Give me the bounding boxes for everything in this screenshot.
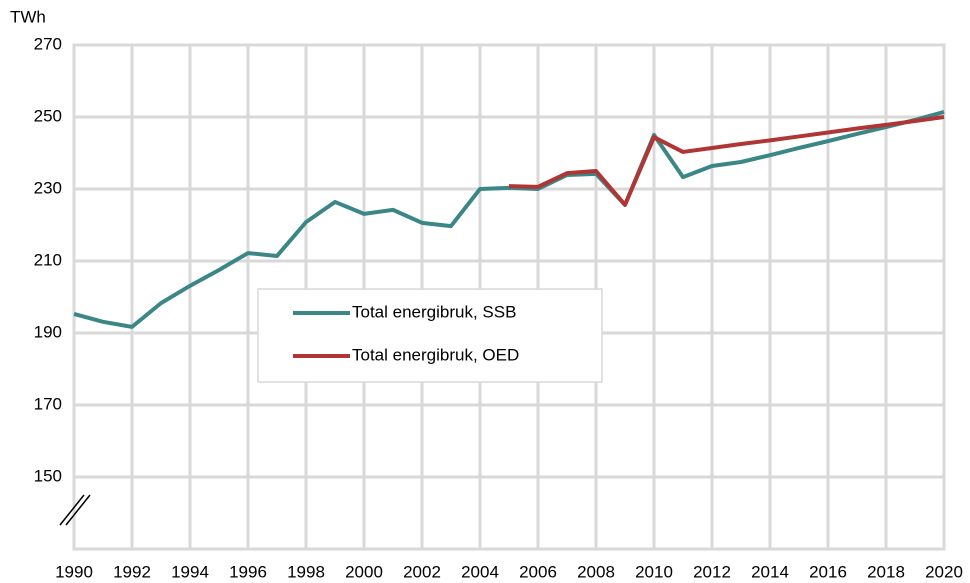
legend-label: Total energibruk, OED xyxy=(352,345,519,364)
x-tick-label: 2006 xyxy=(519,562,557,581)
x-tick-label: 1998 xyxy=(287,562,325,581)
legend-label: Total energibruk, SSB xyxy=(352,302,516,321)
y-tick-label: 250 xyxy=(34,106,62,125)
x-tick-label: 2010 xyxy=(635,562,673,581)
x-tick-label: 2018 xyxy=(867,562,905,581)
legend-entries: Total energibruk, SSB Total energibruk, O… xyxy=(293,302,519,364)
x-tick-label: 1990 xyxy=(55,562,93,581)
y-tick-label: 190 xyxy=(34,322,62,341)
lines xyxy=(73,110,945,329)
y-tick-label: 210 xyxy=(34,250,62,269)
legend xyxy=(257,288,603,383)
x-tick-label: 1996 xyxy=(229,562,267,581)
axis-break xyxy=(59,494,85,526)
y-tick-label: 230 xyxy=(34,178,62,197)
x-tick-label: 1992 xyxy=(113,562,151,581)
x-tick-label: 2008 xyxy=(577,562,615,581)
x-tick-label: 2002 xyxy=(403,562,441,581)
x-tick-label: 2012 xyxy=(693,562,731,581)
x-tick-label: 2020 xyxy=(925,562,963,581)
x-tick-label: 2016 xyxy=(809,562,847,581)
y-tick-label: 150 xyxy=(34,466,62,485)
x-tick-label: 1994 xyxy=(171,562,209,581)
y-tick-label: 170 xyxy=(34,394,62,413)
x-tick-label: 2014 xyxy=(751,562,789,581)
y-tick-label: 270 xyxy=(34,34,62,53)
axis-break xyxy=(65,494,91,526)
x-tick-label: 2004 xyxy=(461,562,499,581)
series-line xyxy=(508,115,945,207)
y-axis-label: TWh xyxy=(10,7,46,26)
x-tick-label: 2000 xyxy=(345,562,383,581)
